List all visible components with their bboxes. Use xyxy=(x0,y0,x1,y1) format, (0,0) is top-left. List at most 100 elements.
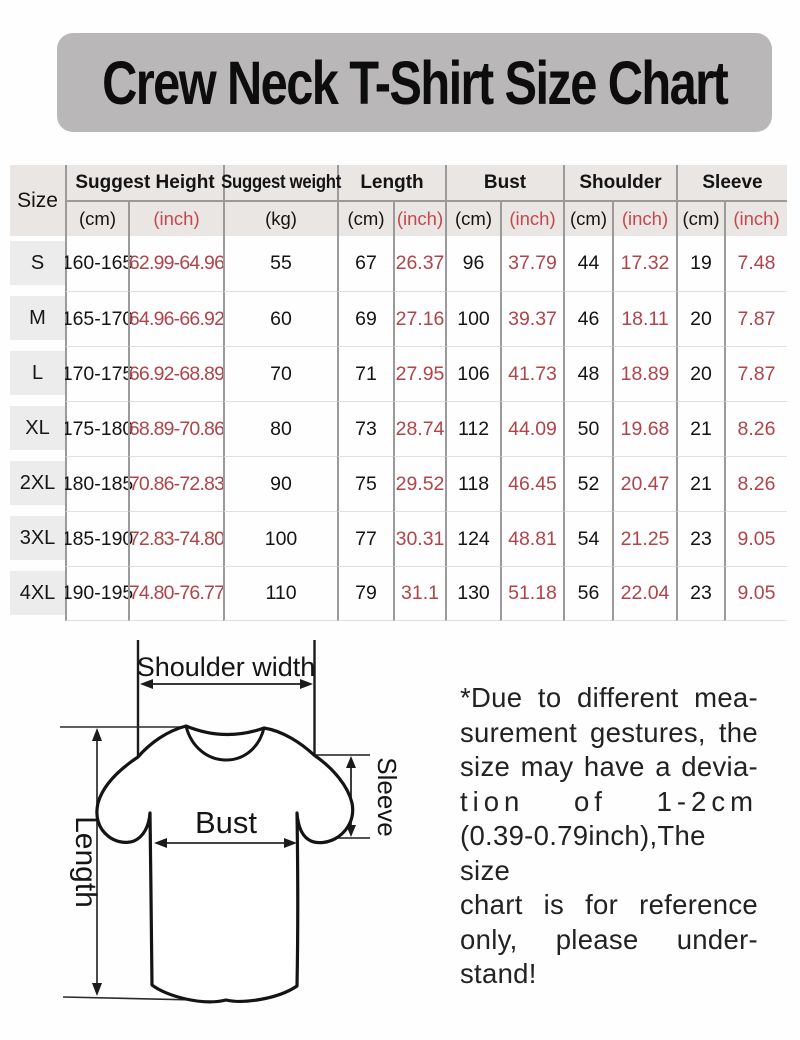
value-cell: 112 xyxy=(445,401,500,456)
column-group-header: Bust xyxy=(445,165,563,202)
length-arrowheads xyxy=(92,728,102,996)
value-cell: 44.09 xyxy=(500,401,563,456)
size-label-cell: M xyxy=(10,291,65,346)
value-cell: 165-170 xyxy=(62,291,133,346)
unit-header: (cm) xyxy=(65,202,128,236)
value-cell: 67 xyxy=(337,236,393,291)
value-cell: 69 xyxy=(337,291,393,346)
value-cell: 41.73 xyxy=(500,346,563,401)
unit-header: (cm) xyxy=(445,202,500,236)
value-cell: 21 xyxy=(676,456,724,511)
column-group-header: Shoulder xyxy=(563,165,676,202)
size-label-cell: 2XL xyxy=(10,456,65,511)
collar-front-line xyxy=(184,725,266,762)
value-cell: 18.89 xyxy=(612,346,676,401)
shoulder-width-label: Shoulder width xyxy=(137,652,316,682)
value-cell: 20 xyxy=(676,291,724,346)
value-cell: 70 xyxy=(223,346,337,401)
size-column-header: Size xyxy=(10,165,65,236)
unit-header: (inch) xyxy=(393,202,445,236)
value-cell: 54 xyxy=(563,511,612,566)
value-cell: 66.92-68.89 xyxy=(128,346,225,401)
bust-arrowheads xyxy=(154,838,297,848)
column-group-header: Suggest weight xyxy=(221,165,341,202)
tshirt-outline xyxy=(95,724,355,1004)
note-line: only, please under- xyxy=(460,923,758,955)
bust-label: Bust xyxy=(195,805,257,840)
length-label: Length xyxy=(69,816,102,908)
tshirt-measurement-diagram: Shoulder width Bust Length Sleeve xyxy=(60,640,402,1004)
value-cell: 106 xyxy=(445,346,500,401)
value-cell: 8.26 xyxy=(724,456,787,511)
value-cell: 7.87 xyxy=(724,346,787,401)
note-line: *Due to different mea- xyxy=(460,682,758,713)
value-cell: 77 xyxy=(337,511,393,566)
column-group-header: Suggest Height xyxy=(65,165,223,202)
value-cell: 62.99-64.96 xyxy=(128,236,225,291)
value-cell: 23 xyxy=(676,511,724,566)
value-cell: 44 xyxy=(563,236,612,291)
value-cell: 70.86-72.83 xyxy=(128,456,225,511)
size-label-cell: 3XL xyxy=(10,511,65,566)
value-cell: 21 xyxy=(676,401,724,456)
unit-header: (cm) xyxy=(676,202,724,236)
value-cell: 74.80-76.77 xyxy=(128,566,225,621)
value-cell: 9.05 xyxy=(724,511,787,566)
column-group-header: Sleeve xyxy=(676,165,787,202)
value-cell: 71 xyxy=(337,346,393,401)
value-cell: 50 xyxy=(563,401,612,456)
value-cell: 27.95 xyxy=(393,346,445,401)
value-cell: 37.79 xyxy=(500,236,563,291)
value-cell: 80 xyxy=(223,401,337,456)
value-cell: 52 xyxy=(563,456,612,511)
value-cell: 180-185 xyxy=(62,456,133,511)
value-cell: 55 xyxy=(223,236,337,291)
value-cell: 100 xyxy=(223,511,337,566)
note-line: size may have a devia- xyxy=(460,751,758,782)
value-cell: 19 xyxy=(676,236,724,291)
value-cell: 48.81 xyxy=(500,511,563,566)
value-cell: 9.05 xyxy=(724,566,787,621)
value-cell: 8.26 xyxy=(724,401,787,456)
value-cell: 110 xyxy=(223,566,337,621)
unit-header: (inch) xyxy=(724,202,787,236)
value-cell: 19.68 xyxy=(612,401,676,456)
value-cell: 60 xyxy=(223,291,337,346)
value-cell: 75 xyxy=(337,456,393,511)
sleeve-label: Sleeve xyxy=(372,757,402,837)
shoulder-width-arrowheads xyxy=(140,679,313,689)
value-cell: 23 xyxy=(676,566,724,621)
value-cell: 64.96-66.92 xyxy=(128,291,225,346)
value-cell: 30.31 xyxy=(393,511,445,566)
note-line: surement gestures, the xyxy=(460,716,758,748)
value-cell: 51.18 xyxy=(500,566,563,621)
value-cell: 185-190 xyxy=(62,511,133,566)
value-cell: 160-165 xyxy=(62,236,133,291)
value-cell: 27.16 xyxy=(393,291,445,346)
value-cell: 22.04 xyxy=(612,566,676,621)
note-line: tion of 1-2cm xyxy=(460,785,758,817)
column-group-header: Length xyxy=(337,165,445,202)
value-cell: 7.87 xyxy=(724,291,787,346)
value-cell: 170-175 xyxy=(62,346,133,401)
value-cell: 79 xyxy=(337,566,393,621)
value-cell: 20.47 xyxy=(612,456,676,511)
unit-header: (cm) xyxy=(563,202,612,236)
title-banner: Crew Neck T-Shirt Size Chart xyxy=(57,33,772,132)
value-cell: 39.37 xyxy=(500,291,563,346)
value-cell: 21.25 xyxy=(612,511,676,566)
size-label-cell: XL xyxy=(10,401,65,456)
value-cell: 90 xyxy=(223,456,337,511)
value-cell: 175-180 xyxy=(62,401,133,456)
unit-header: (cm) xyxy=(337,202,393,236)
value-cell: 17.32 xyxy=(612,236,676,291)
value-cell: 20 xyxy=(676,346,724,401)
value-cell: 68.89-70.86 xyxy=(128,401,225,456)
unit-header: (inch) xyxy=(500,202,563,236)
value-cell: 124 xyxy=(445,511,500,566)
note-line: stand! xyxy=(460,958,537,989)
value-cell: 190-195 xyxy=(62,566,133,621)
note-line: (0.39-0.79inch),The size xyxy=(460,820,706,886)
value-cell: 100 xyxy=(445,291,500,346)
